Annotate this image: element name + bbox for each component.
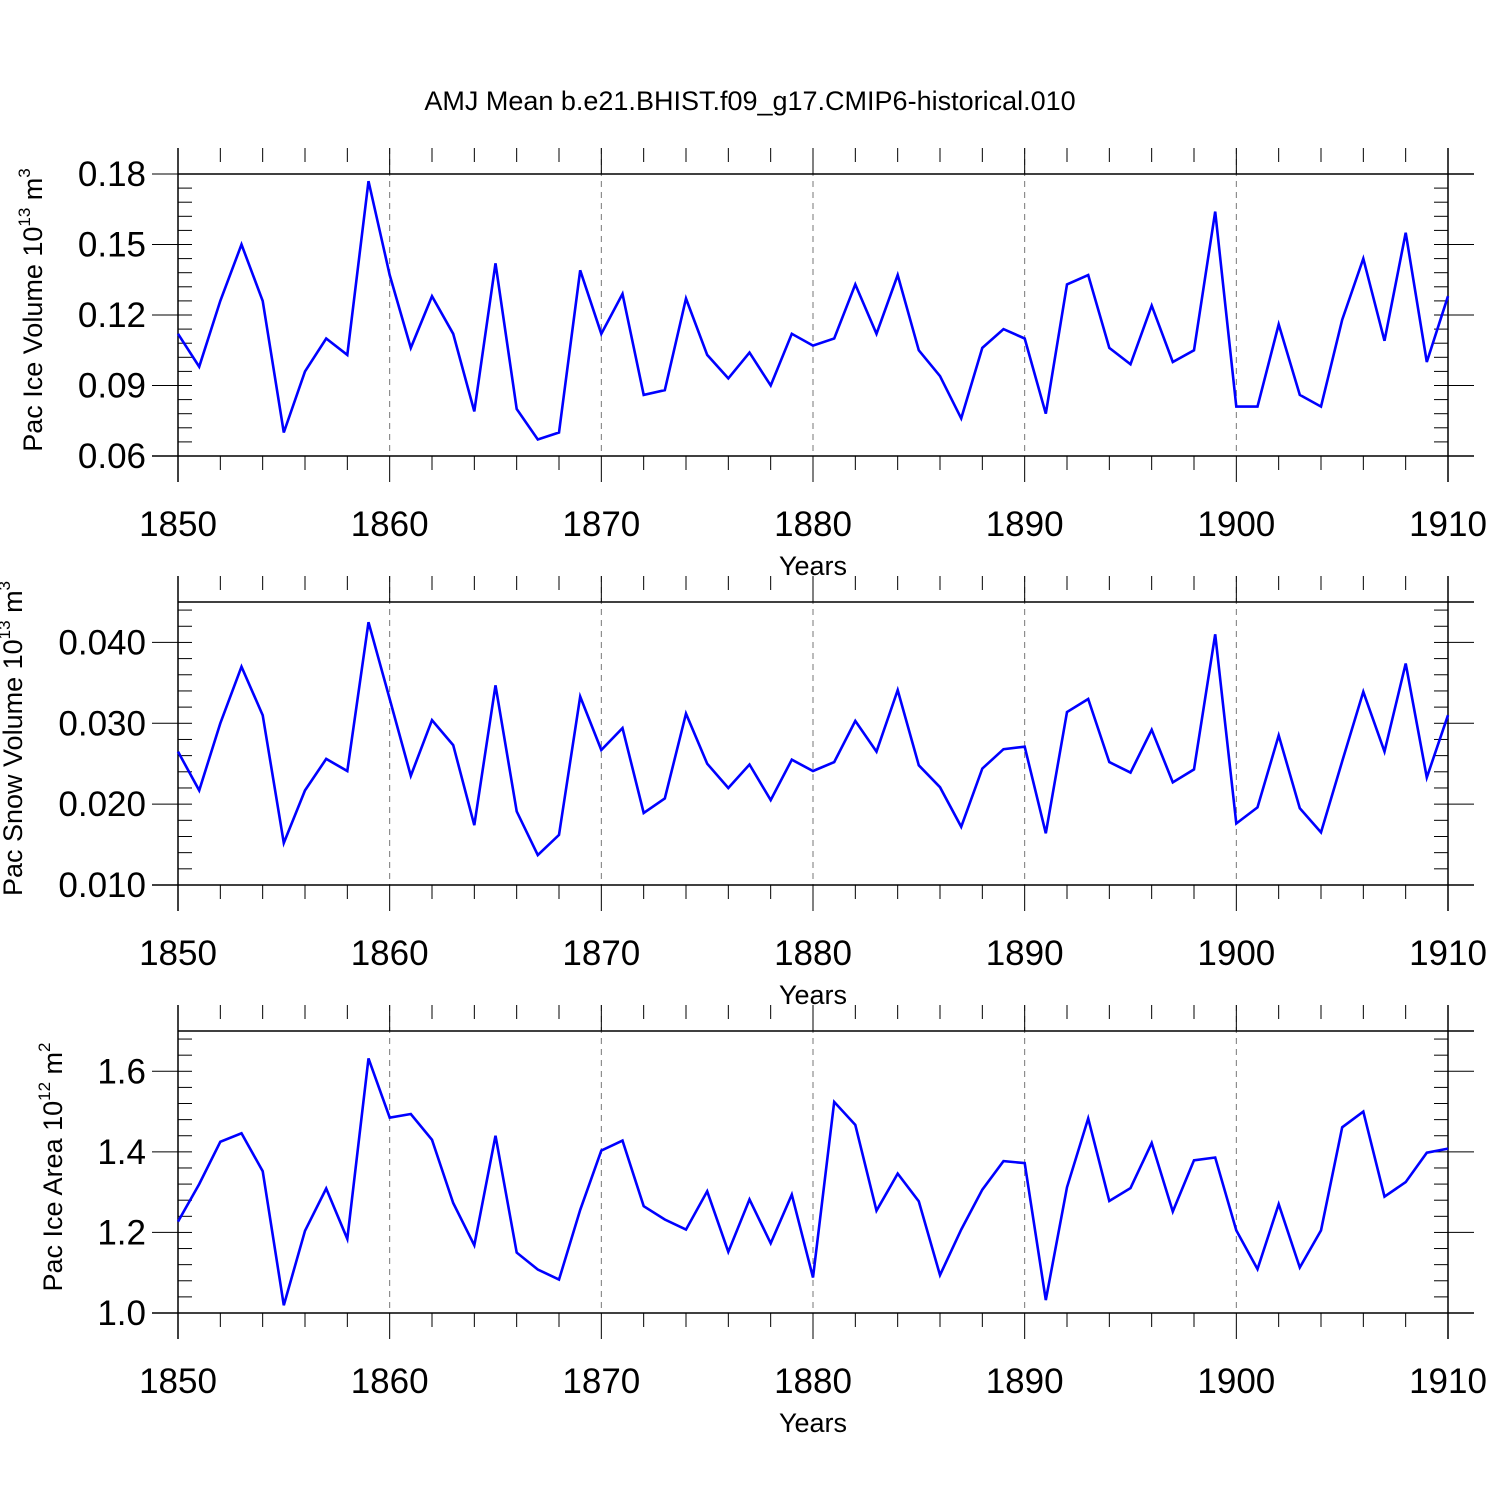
y-tick-label: 0.15 bbox=[78, 226, 146, 265]
y-tick-label: 0.06 bbox=[78, 437, 146, 476]
chart-title: AMJ Mean b.e21.BHIST.f09_g17.CMIP6-histo… bbox=[424, 86, 1075, 116]
y-axis-label: Pac Ice Area 1012 m2 bbox=[35, 1042, 68, 1291]
x-tick-label: 1900 bbox=[1197, 934, 1275, 973]
y-tick-label: 1.2 bbox=[97, 1213, 146, 1252]
y-tick-label: 0.020 bbox=[58, 785, 146, 824]
x-tick-label: 1910 bbox=[1409, 505, 1487, 544]
x-axis-label: Years bbox=[779, 1408, 847, 1438]
x-tick-label: 1850 bbox=[139, 934, 217, 973]
x-tick-label: 1890 bbox=[986, 934, 1064, 973]
y-tick-label: 0.09 bbox=[78, 367, 146, 406]
x-tick-label: 1860 bbox=[351, 505, 429, 544]
x-tick-label: 1860 bbox=[351, 1362, 429, 1401]
y-tick-label: 0.040 bbox=[58, 623, 146, 662]
x-tick-label: 1860 bbox=[351, 934, 429, 973]
x-tick-label: 1850 bbox=[139, 505, 217, 544]
chart-panel-3: 1.0 1.2 1.4 1.6 1850 1860 1870 1880 1890 1900 1910… bbox=[35, 1005, 1487, 1438]
y-tick-label: 0.030 bbox=[58, 704, 146, 743]
y-axis-label: Pac Ice Volume 1013 m3 bbox=[15, 168, 48, 452]
x-tick-label: 1910 bbox=[1409, 1362, 1487, 1401]
x-tick-label: 1880 bbox=[774, 1362, 852, 1401]
x-tick-label: 1870 bbox=[562, 934, 640, 973]
x-tick-label: 1890 bbox=[986, 1362, 1064, 1401]
x-tick-label: 1900 bbox=[1197, 505, 1275, 544]
y-tick-label: 1.6 bbox=[97, 1052, 146, 1091]
x-tick-label: 1910 bbox=[1409, 934, 1487, 973]
y-tick-label: 0.12 bbox=[78, 296, 146, 335]
x-tick-label: 1880 bbox=[774, 505, 852, 544]
chart-panel-2: 0.010 0.020 0.030 0.040 1850 1860 1870 1880 1890… bbox=[0, 576, 1487, 1010]
x-tick-label: 1900 bbox=[1197, 1362, 1275, 1401]
x-tick-label: 1870 bbox=[562, 505, 640, 544]
chart-panel-1: 0.06 0.09 0.12 0.15 0.18 1850 1860 1870 1880 1890… bbox=[15, 148, 1487, 581]
y-axis-label: Pac Snow Volume 1013 m3 bbox=[0, 581, 28, 896]
y-tick-label: 1.4 bbox=[97, 1133, 146, 1172]
x-tick-label: 1850 bbox=[139, 1362, 217, 1401]
y-tick-label: 0.010 bbox=[58, 866, 146, 905]
y-tick-label: 1.0 bbox=[97, 1294, 146, 1333]
y-tick-label: 0.18 bbox=[78, 155, 146, 194]
x-tick-label: 1890 bbox=[986, 505, 1064, 544]
x-tick-label: 1880 bbox=[774, 934, 852, 973]
x-tick-label: 1870 bbox=[562, 1362, 640, 1401]
